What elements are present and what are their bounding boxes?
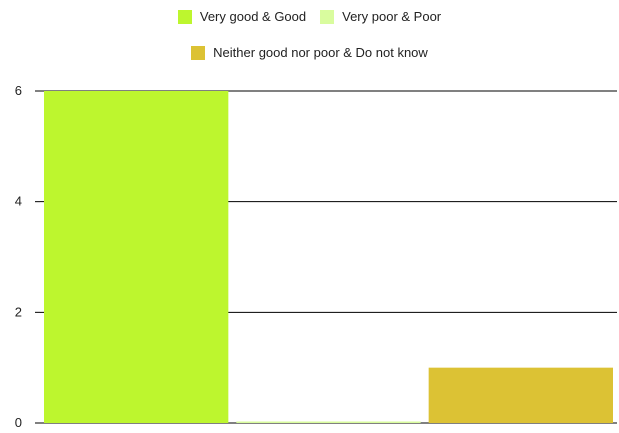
bar-1 <box>236 421 421 423</box>
chart-legend: Very good & Good Very poor & Poor Neithe… <box>0 0 619 75</box>
legend-item-very-poor-poor: Very poor & Poor <box>320 9 441 24</box>
legend-swatch-very-poor-poor <box>320 9 335 24</box>
legend-swatch-neither-dont-know <box>191 45 206 60</box>
legend-row-1: Very good & Good Very poor & Poor <box>0 9 619 24</box>
bar-2 <box>428 367 613 423</box>
y-tick-label-0: 0 <box>15 415 22 430</box>
legend-swatch-very-good-good <box>177 9 192 24</box>
y-tick-label-2: 2 <box>15 304 22 319</box>
legend-item-neither-dont-know: Neither good nor poor & Do not know <box>191 45 428 60</box>
legend-label-neither-dont-know: Neither good nor poor & Do not know <box>213 45 428 60</box>
legend-row-2: Neither good nor poor & Do not know <box>0 45 619 60</box>
y-tick-label-6: 6 <box>15 83 22 98</box>
y-tick-label-4: 4 <box>15 194 22 209</box>
bar-0 <box>44 91 229 423</box>
legend-label-very-good-good: Very good & Good <box>199 9 307 24</box>
legend-label-very-poor-poor: Very poor & Poor <box>342 9 442 24</box>
legend-item-very-good-good: Very good & Good <box>177 9 307 24</box>
